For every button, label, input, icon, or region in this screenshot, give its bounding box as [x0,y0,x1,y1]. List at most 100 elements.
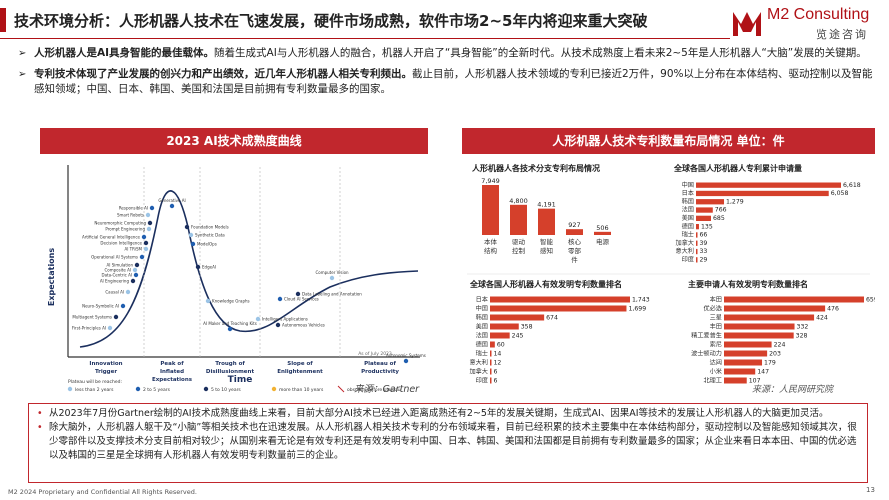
data-label: 147 [757,369,769,376]
category-label: 智能 [540,237,554,246]
technology-label: Operational AI Systems [91,255,138,260]
technology-point [139,254,145,260]
data-label: 927 [568,221,580,229]
bar [490,296,630,303]
bullet-dot-icon: • [37,422,43,433]
technology-point [195,264,201,270]
bar [490,323,519,330]
technology-label: Causal AI [105,290,124,295]
data-label: 14 [494,351,502,358]
bar [724,377,747,384]
technology-point [132,267,138,273]
category-label: 北理工 [703,377,722,385]
data-label: 6,618 [843,182,861,189]
page-title: 技术环境分析：人形机器人技术在飞速发展，硬件市场成熟，软件市场2~5年内将迎来重… [14,12,648,30]
technology-point [277,296,283,302]
technology-label: Neuro-Symbolic AI [82,304,119,309]
bullet-lead: 人形机器人是AI具身智能的最佳载体。 [34,47,215,59]
category-label: 美国 [476,323,488,331]
logo-cn-name: 览途咨询 [816,28,868,41]
bar [490,350,492,357]
category-label: 加拿大 [469,368,488,376]
category-label: 印度 [682,256,694,264]
legend-title: Plateau will be reached: [68,379,122,385]
legend-marker [271,386,277,392]
category-label: 中国 [476,305,488,313]
patent-stats: 人形机器人各技术分支专利布局情况 7,949 本体 结构 4,800 驱动 控制 4,191 智… [462,157,878,397]
bar [566,229,583,235]
hype-cycle-header: 2023 AI技术成熟度曲线 [40,128,428,154]
bullet-dot-icon: • [37,408,43,419]
technology-point [107,325,113,331]
technology-label: Artificial General Intelligence [82,235,141,240]
category-label: 电源 [596,237,610,246]
technology-label: Responsible AI [119,206,148,211]
technology-point [205,298,211,304]
data-label: 766 [715,207,727,214]
data-label: 476 [827,306,839,313]
technology-point [120,303,126,309]
data-label: 6 [494,369,498,376]
phase-label: Peak of [160,361,184,367]
chart-title: 全球各国人形机器人专利累计申请量 [673,163,802,173]
y-axis-label: Expectations [47,248,56,307]
category-label: 加拿大 [675,239,694,247]
category-label: 中国 [682,181,694,189]
bar [490,314,545,321]
category-label: 波士顿动力 [691,350,722,358]
legend-label: 2 to 5 years [143,387,171,393]
technology-label: Foundation Models [191,225,229,230]
hype-source: 来源：Gartner [354,384,420,395]
category-label: 三星 [710,315,722,322]
technology-label: Intelligent Applications [262,317,308,322]
legend-label: 5 to 10 years [211,387,241,393]
technology-label: Knowledge Graphs [212,299,250,304]
chart-title: 人形机器人各技术分支专利布局情况 [472,163,600,173]
bar [724,368,756,375]
category-label: 法国 [476,332,488,340]
category-label: 优必选 [703,305,722,313]
company-logo: M2 Consulting 览途咨询 [730,6,885,41]
technology-point [146,226,152,232]
data-label: 674 [546,315,558,322]
category-label: 意大利 [469,359,488,367]
phase-label: Innovation [89,361,122,367]
data-label: 332 [797,324,809,331]
note-item: • 从2023年7月份Gartner绘制的AI技术成熟度曲线上来看，目前大部分A… [37,407,859,421]
bar [724,332,794,339]
x-axis-label: Time [228,375,253,385]
technology-label: Decision Intelligence [100,241,142,246]
data-label: 39 [700,240,708,247]
bar [696,240,698,246]
note-text: 除大脑外，人形机器人躯干及“小脑”等相关技术也在迅速发展。从人形机器人相关技术专… [49,422,857,461]
bar [490,332,510,339]
data-label: 1,279 [726,198,744,205]
title-divider [0,38,730,39]
legend-label: more than 10 years [279,387,324,393]
category-label: 结构 [484,246,498,255]
category-label: 意大利 [675,247,694,255]
category-label: 索尼 [710,341,722,349]
data-label: 659 [866,297,875,304]
category-label: 达闼 [710,359,722,367]
note-item: • 除大脑外，人形机器人躯干及“小脑”等相关技术也在迅速发展。从人形机器人相关技… [37,421,859,463]
data-label: 66 [700,232,708,239]
summary-notes: • 从2023年7月份Gartner绘制的AI技术成熟度曲线上来看，目前大部分A… [28,403,868,483]
bar [490,359,492,366]
data-label: 179 [764,360,776,367]
bullet-item: ➢ 人形机器人是AI具身智能的最佳载体。随着生成式AI与人形机器人的融合，机器人… [18,46,878,61]
legend-marker [67,386,73,392]
category-label: 日本 [682,189,694,197]
technology-label: Computer Vision [315,270,349,275]
category-label: 法国 [682,206,694,214]
data-label: 6,058 [831,190,849,197]
hype-cycle-chart: Expectations Time Innovation Trigger Peak of… [40,157,428,399]
bullet-text: 截止目前，人形机器人技术领域的专利已接近2万件，90%以上分布在本体结构、驱动控… [34,68,873,95]
technology-label: Data Labeling and Annotation [302,292,362,297]
technology-label: AI Maker and Teaching Kits [203,321,257,326]
phase-label: Trigger [95,369,117,375]
bar [490,305,627,312]
bar [696,207,713,213]
technology-point [169,203,175,209]
phase-label: Trough of [215,361,245,367]
